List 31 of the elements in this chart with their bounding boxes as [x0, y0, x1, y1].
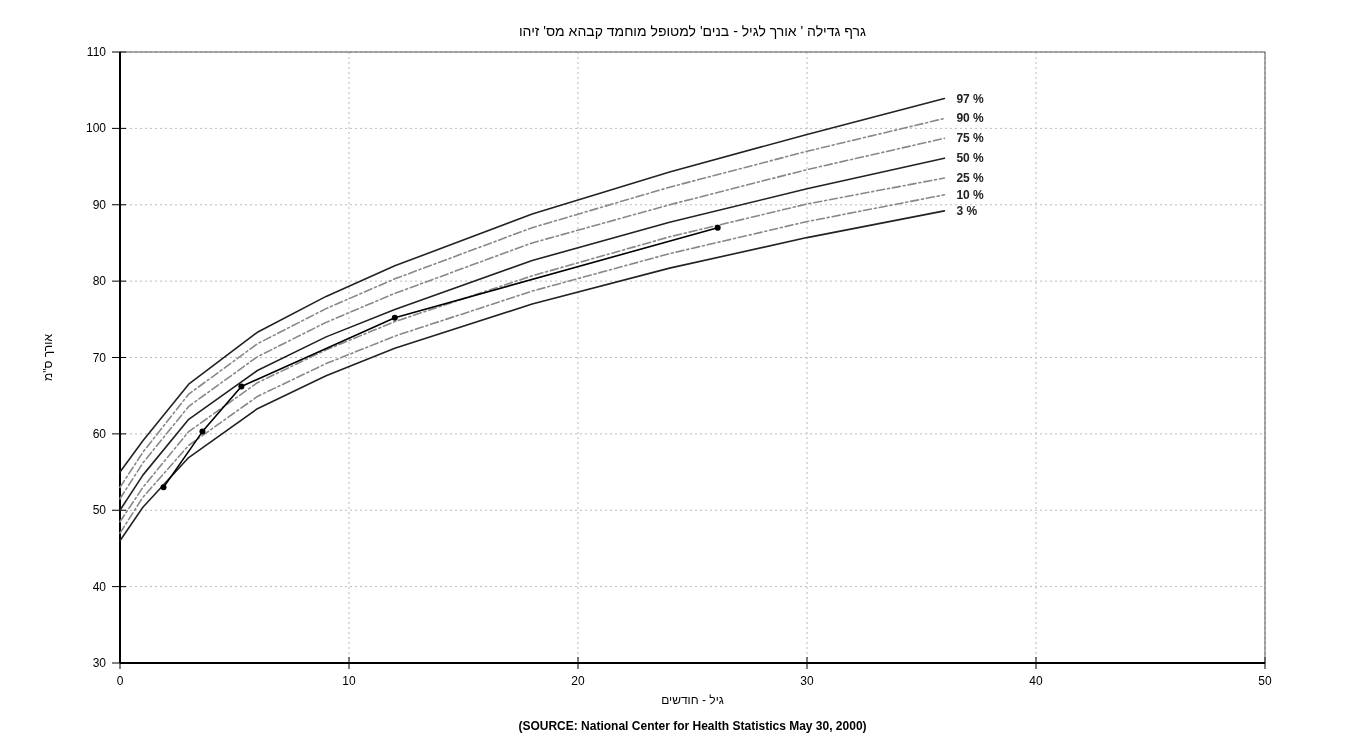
chart-title: גרף גדילה ' אורך לגיל - בנים' למטופל מוחמד קבהא מס' זיהו	[518, 23, 867, 39]
y-tick-label: 110	[86, 45, 107, 59]
point	[199, 428, 206, 435]
x-tick-label: 0	[116, 674, 124, 688]
series-label: 3 %	[956, 203, 978, 218]
y-tick-label: 70	[92, 350, 107, 365]
x-tick-label: 20	[571, 674, 585, 688]
series-label: 75 %	[956, 131, 985, 146]
text: (SOURCE: National Center for Health Statistics May 30, 2000)	[518, 719, 867, 733]
x-tick-label: 10	[342, 674, 356, 688]
y-tick-label: 60	[92, 426, 107, 441]
y-axis-title: אורך ס"מ	[41, 333, 55, 381]
y-tick-label: 30	[92, 656, 107, 670]
series-label: 90 %	[956, 111, 985, 126]
point	[160, 484, 167, 491]
y-tick-label: 80	[92, 274, 107, 289]
series-label: 50 %	[956, 151, 985, 166]
x-tick-label: 50	[1258, 674, 1272, 688]
y-tick-label: 100	[85, 121, 107, 136]
series-label: 10 %	[956, 187, 985, 202]
x-tick-label: 40	[1029, 674, 1043, 688]
x-axis-title: גיל - חודשים	[661, 693, 724, 707]
series-label: 25 %	[956, 171, 985, 186]
point	[391, 314, 398, 321]
y-tick-label: 50	[92, 503, 107, 518]
point	[238, 383, 245, 390]
x-tick-label: 30	[800, 674, 814, 688]
point	[714, 224, 721, 231]
y-tick-label: 90	[92, 197, 107, 212]
y-tick-label: 40	[92, 579, 107, 594]
series-label: 97 %	[956, 91, 985, 106]
